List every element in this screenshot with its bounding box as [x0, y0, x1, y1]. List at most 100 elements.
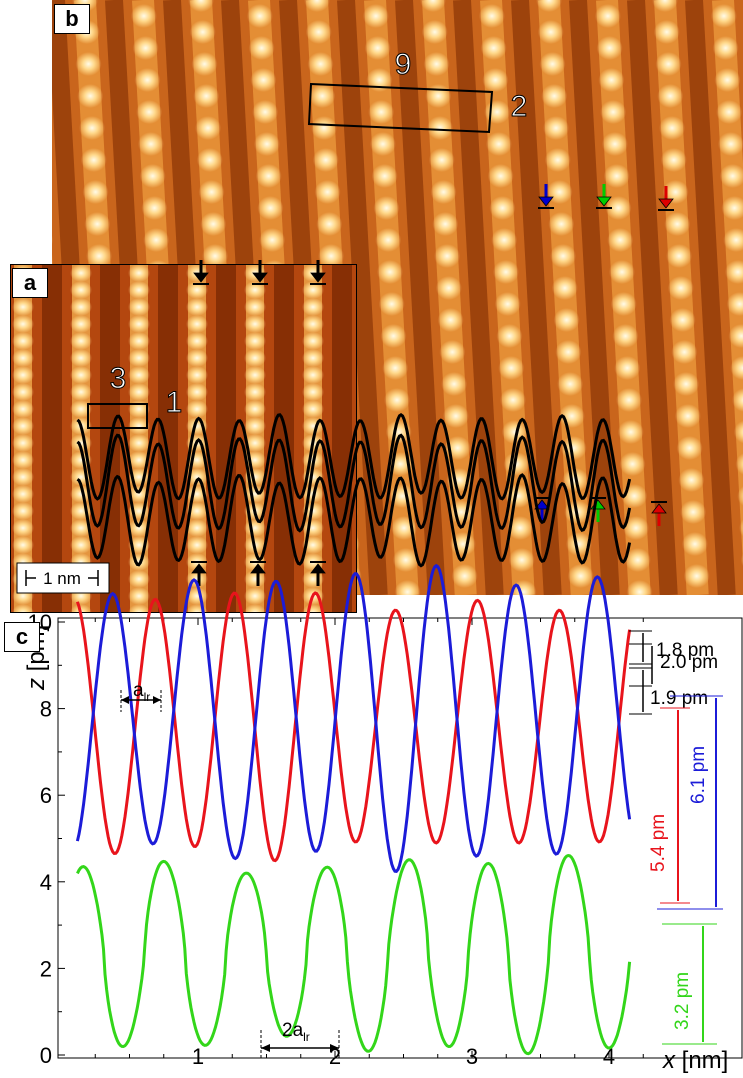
amp-black-2-label: 2.0 pm — [660, 652, 718, 673]
stm-atom-a — [128, 265, 150, 282]
panel-a-box-label-top: 3 — [110, 362, 127, 395]
x-tick-label: 1 — [192, 1044, 204, 1069]
stm-atom-b — [565, 532, 592, 556]
stm-atom-b — [371, 164, 398, 188]
stm-atom-b — [252, 100, 279, 124]
arrow-head — [191, 563, 207, 574]
stm-atom-b — [314, 180, 341, 204]
stm-atom-a — [302, 349, 324, 367]
stm-atom-a — [302, 366, 324, 384]
stm-atom-a — [70, 298, 92, 316]
stm-atom-a — [70, 281, 92, 299]
arrow-head — [651, 503, 667, 514]
stm-atom-b — [134, 68, 161, 92]
stm-atom-b — [478, 4, 505, 28]
stm-atom-a — [12, 400, 34, 418]
stm-atom-b — [253, 132, 280, 156]
stm-atom-b — [739, 519, 743, 537]
stm-atom-b — [368, 100, 395, 124]
stm-atom-b — [435, 276, 462, 300]
x-axis-label-unit: [nm] — [675, 1047, 728, 1074]
y-tick-label: 6 — [40, 783, 52, 808]
stm-atom-b — [712, 36, 739, 60]
series-line — [76, 853, 632, 1056]
stm-atom-b — [676, 436, 703, 460]
stm-atom-b — [304, 0, 330, 12]
stm-atom-b — [52, 234, 54, 246]
stm-atom-b — [614, 356, 641, 380]
stm-row-a — [70, 265, 120, 612]
x-axis-label: x [nm] — [662, 1047, 728, 1074]
series-line — [76, 473, 632, 568]
stm-atom-b — [451, 564, 478, 588]
stm-atom-b — [680, 500, 707, 524]
arrow-head — [252, 272, 268, 283]
stm-atom-b — [660, 148, 687, 172]
stm-atom-b — [555, 340, 582, 364]
stm-atom-b — [543, 116, 570, 140]
stm-atom-b — [82, 180, 109, 204]
stm-atom-b — [600, 100, 627, 124]
stm-atom-b — [666, 244, 693, 268]
stm-atom-b — [596, 36, 623, 60]
stm-atom-b — [610, 292, 637, 316]
amp-black-1-label: 1.8 pm — [656, 640, 714, 661]
stm-atom-b — [255, 164, 282, 188]
stm-atom-b — [485, 132, 512, 156]
panel-a-box-label-side: 1 — [166, 386, 183, 419]
stm-atom-b — [662, 180, 689, 204]
arrow-up-icon — [651, 501, 667, 526]
stm-atom-b — [362, 4, 389, 28]
stm-atom-a — [12, 417, 34, 435]
stm-atom-b — [619, 452, 646, 476]
stm-atom-b — [141, 196, 168, 220]
panel-b-arrows — [534, 184, 674, 526]
panel-a-profile-box — [87, 403, 148, 429]
stm-atom-b — [623, 516, 650, 540]
y-tick-label: 8 — [40, 697, 52, 722]
arrow-head — [538, 196, 554, 207]
stm-atom-a — [12, 604, 34, 612]
arrow-up-icon — [250, 561, 266, 586]
stm-atom-a — [302, 383, 324, 401]
stm-atom-b — [740, 553, 743, 567]
stm-atom-a — [12, 468, 34, 486]
a-lr-label: alr — [133, 680, 150, 704]
stm-atom-a — [302, 298, 324, 316]
stm-atom-a — [302, 400, 324, 418]
stm-atom-a — [128, 570, 150, 588]
stm-atom-a — [244, 298, 266, 316]
two-a-lr-arrowhead-left — [261, 1044, 270, 1052]
stm-atom-b — [375, 228, 402, 252]
stm-atom-a — [302, 281, 324, 299]
stm-atom-a — [12, 536, 34, 554]
chart-ticks: 12340246810 — [28, 610, 644, 1069]
stm-atom-b — [669, 308, 696, 332]
stm-atom-a — [70, 332, 92, 350]
stm-atom-b — [601, 132, 628, 156]
black-amplitude-markers: 1.8 pm 2.0 pm 1.9 pm — [629, 630, 718, 715]
stm-atom-a — [12, 383, 34, 401]
stm-row-a — [12, 265, 62, 612]
stm-atom-b — [423, 52, 450, 76]
stm-atom-b — [550, 244, 577, 268]
arrow-down-icon — [658, 186, 674, 211]
panel-b-annotations: 9 2 — [307, 48, 674, 526]
stm-atom-b — [681, 532, 708, 556]
stm-atom-b — [710, 4, 737, 28]
stm-atom-b — [594, 4, 621, 28]
stm-atom-a — [12, 502, 34, 520]
stm-atom-a — [12, 298, 34, 316]
stm-atom-a — [244, 570, 266, 588]
arrow-head — [250, 563, 266, 574]
stm-trough-b — [685, 0, 736, 595]
stm-atom-a — [128, 315, 150, 333]
stm-atom-a — [70, 519, 92, 537]
stm-atom-b — [196, 148, 223, 172]
stm-atom-a — [186, 281, 208, 299]
stm-atom-b — [498, 356, 525, 380]
stm-atom-b — [537, 20, 564, 44]
x-tick-label: 4 — [603, 1044, 615, 1069]
stm-atom-b — [607, 228, 634, 252]
stm-atom-b — [364, 36, 391, 60]
